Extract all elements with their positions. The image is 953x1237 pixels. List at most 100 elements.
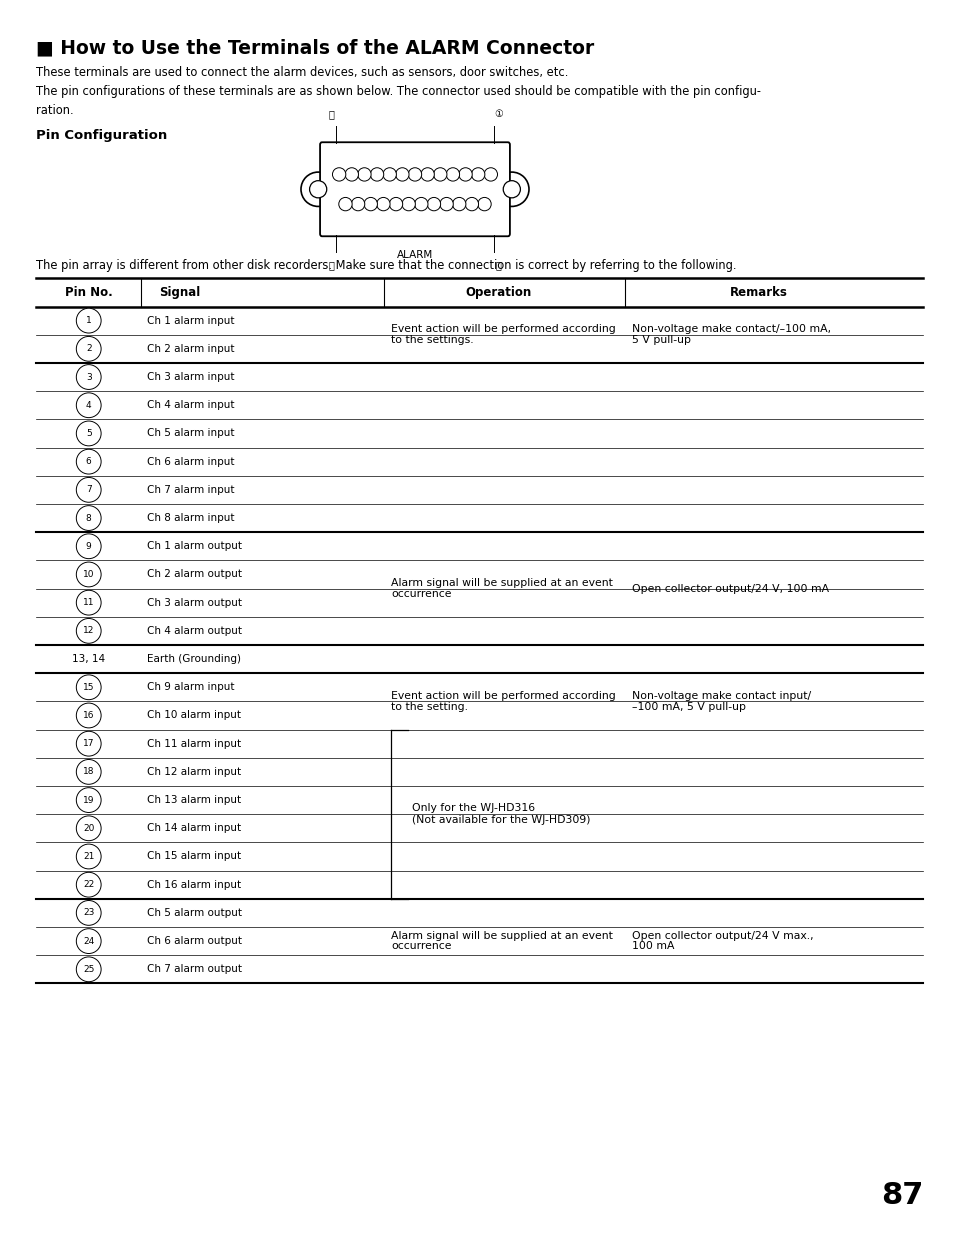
Text: ALARM: ALARM: [396, 250, 433, 260]
Text: to the setting.: to the setting.: [391, 701, 468, 711]
Ellipse shape: [76, 844, 101, 868]
Ellipse shape: [76, 590, 101, 615]
Ellipse shape: [76, 618, 101, 643]
Ellipse shape: [76, 760, 101, 784]
Ellipse shape: [389, 198, 402, 210]
Text: Ⓓ: Ⓓ: [328, 260, 335, 270]
Ellipse shape: [301, 172, 335, 207]
Text: Ch 16 alarm input: Ch 16 alarm input: [147, 880, 241, 889]
Text: (Not available for the WJ-HD309): (Not available for the WJ-HD309): [412, 815, 590, 825]
Text: Ch 2 alarm output: Ch 2 alarm output: [147, 569, 242, 579]
Text: –100 mA, 5 V pull-up: –100 mA, 5 V pull-up: [631, 701, 744, 711]
Text: 17: 17: [83, 740, 94, 748]
Text: Open collector output/24 V, 100 mA: Open collector output/24 V, 100 mA: [631, 584, 828, 594]
Ellipse shape: [458, 168, 472, 181]
Ellipse shape: [427, 198, 440, 210]
Text: 8: 8: [86, 513, 91, 522]
Text: Non-voltage make contact input/: Non-voltage make contact input/: [631, 691, 810, 701]
Text: ■ How to Use the Terminals of the ALARM Connector: ■ How to Use the Terminals of the ALARM …: [36, 38, 594, 57]
Ellipse shape: [401, 198, 415, 210]
Text: 4: 4: [86, 401, 91, 409]
Ellipse shape: [433, 168, 446, 181]
Ellipse shape: [76, 336, 101, 361]
Ellipse shape: [452, 198, 465, 210]
Text: 7: 7: [86, 485, 91, 495]
Text: 24: 24: [83, 936, 94, 945]
Text: Ch 4 alarm input: Ch 4 alarm input: [147, 401, 234, 411]
Text: 2: 2: [86, 344, 91, 354]
Ellipse shape: [364, 198, 377, 210]
Ellipse shape: [76, 365, 101, 390]
Ellipse shape: [76, 703, 101, 727]
Text: Ch 7 alarm input: Ch 7 alarm input: [147, 485, 234, 495]
Text: 21: 21: [83, 852, 94, 861]
Text: Ch 1 alarm output: Ch 1 alarm output: [147, 542, 242, 552]
Text: The pin configurations of these terminals are as shown below. The connector used: The pin configurations of these terminal…: [36, 85, 760, 99]
Ellipse shape: [76, 929, 101, 954]
Ellipse shape: [439, 198, 453, 210]
Ellipse shape: [483, 168, 497, 181]
Text: Ch 1 alarm input: Ch 1 alarm input: [147, 315, 234, 325]
Text: occurrence: occurrence: [391, 941, 451, 951]
Ellipse shape: [333, 168, 346, 181]
Text: Ch 14 alarm input: Ch 14 alarm input: [147, 824, 241, 834]
Text: 15: 15: [83, 683, 94, 691]
Text: Ch 6 alarm output: Ch 6 alarm output: [147, 936, 242, 946]
Text: Ch 9 alarm input: Ch 9 alarm input: [147, 683, 234, 693]
Text: Only for the WJ-HD316: Only for the WJ-HD316: [412, 803, 535, 813]
Text: ①: ①: [494, 109, 502, 119]
Text: 87: 87: [881, 1181, 923, 1210]
Ellipse shape: [465, 198, 478, 210]
Text: Ch 12 alarm input: Ch 12 alarm input: [147, 767, 241, 777]
Ellipse shape: [76, 477, 101, 502]
Ellipse shape: [351, 198, 364, 210]
Text: 100 mA: 100 mA: [631, 941, 674, 951]
Text: Open collector output/24 V max.,: Open collector output/24 V max.,: [631, 930, 812, 941]
Ellipse shape: [76, 449, 101, 474]
Ellipse shape: [76, 675, 101, 700]
Text: 5: 5: [86, 429, 91, 438]
Text: Ch 2 alarm input: Ch 2 alarm input: [147, 344, 234, 354]
Text: Ch 3 alarm output: Ch 3 alarm output: [147, 597, 242, 607]
Text: 20: 20: [83, 824, 94, 833]
Text: 3: 3: [86, 372, 91, 381]
Text: Ch 5 alarm output: Ch 5 alarm output: [147, 908, 242, 918]
Text: Ch 11 alarm input: Ch 11 alarm input: [147, 738, 241, 748]
Text: ration.: ration.: [36, 104, 73, 118]
Ellipse shape: [494, 172, 528, 207]
Ellipse shape: [376, 198, 390, 210]
Text: Event action will be performed according: Event action will be performed according: [391, 691, 616, 701]
Ellipse shape: [408, 168, 421, 181]
Ellipse shape: [76, 506, 101, 531]
Ellipse shape: [338, 198, 352, 210]
Text: 23: 23: [83, 908, 94, 918]
Ellipse shape: [503, 181, 520, 198]
Text: 22: 22: [83, 881, 94, 889]
Text: Alarm signal will be supplied at an event: Alarm signal will be supplied at an even…: [391, 930, 613, 941]
Text: 6: 6: [86, 458, 91, 466]
Ellipse shape: [383, 168, 396, 181]
Text: 5 V pull-up: 5 V pull-up: [631, 335, 690, 345]
Text: Signal: Signal: [158, 286, 200, 299]
Ellipse shape: [370, 168, 383, 181]
Ellipse shape: [76, 421, 101, 445]
Ellipse shape: [76, 393, 101, 418]
Ellipse shape: [76, 308, 101, 333]
Text: Alarm signal will be supplied at an event: Alarm signal will be supplied at an even…: [391, 578, 613, 589]
Text: Ch 13 alarm input: Ch 13 alarm input: [147, 795, 241, 805]
Ellipse shape: [477, 198, 491, 210]
Text: Remarks: Remarks: [729, 286, 786, 299]
Text: Ch 5 alarm input: Ch 5 alarm input: [147, 428, 234, 438]
Text: 25: 25: [83, 965, 94, 974]
Text: 18: 18: [83, 767, 94, 777]
Ellipse shape: [76, 562, 101, 586]
Ellipse shape: [76, 731, 101, 756]
Ellipse shape: [415, 198, 428, 210]
Ellipse shape: [345, 168, 358, 181]
Text: Ch 8 alarm input: Ch 8 alarm input: [147, 513, 234, 523]
Text: Non-voltage make contact/–100 mA,: Non-voltage make contact/–100 mA,: [631, 324, 830, 334]
Text: 13, 14: 13, 14: [72, 654, 105, 664]
Ellipse shape: [446, 168, 459, 181]
Text: 19: 19: [83, 795, 94, 804]
Ellipse shape: [420, 168, 434, 181]
